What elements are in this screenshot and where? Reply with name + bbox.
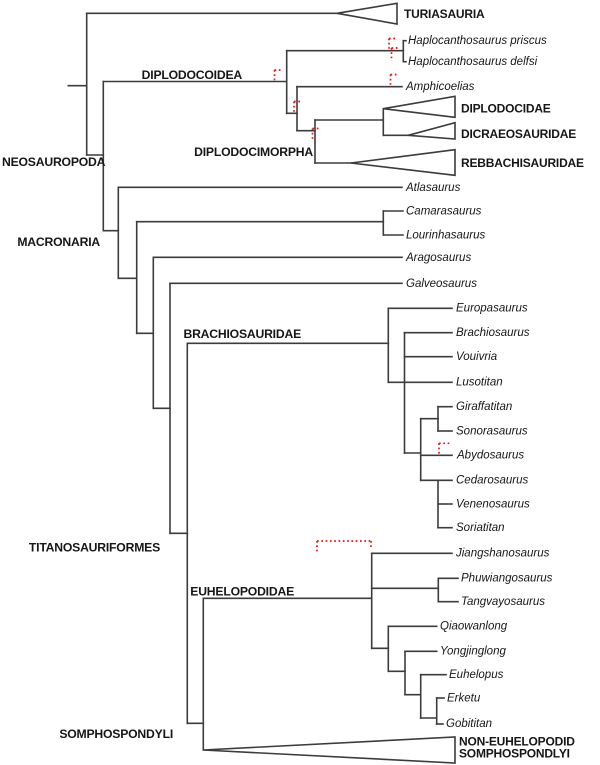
taxon-label-amphicoelias: Amphicoelias xyxy=(405,81,475,93)
taxon-label-turiasauria: TURIASAURIA xyxy=(404,7,485,21)
taxon-label-lourinhasaurus: Lourinhasaurus xyxy=(406,230,486,242)
taxon-label-qiaowanlong: Qiaowanlong xyxy=(440,621,508,633)
taxon-label-haplocanthosaurus-priscus: Haplocanthosaurus priscus xyxy=(408,35,547,47)
taxon-label-cedarosaurus: Cedarosaurus xyxy=(456,475,528,487)
taxon-label-diplodocidae: DIPLODOCIDAE xyxy=(461,102,551,116)
taxon-label-phuwiangosaurus: Phuwiangosaurus xyxy=(461,573,553,585)
collapsed-clade-triangle-non-euhelopodid-somphospondyli xyxy=(203,736,456,764)
taxon-label-abydosaurus: Abydosaurus xyxy=(456,450,524,462)
taxon-label-galveosaurus: Galveosaurus xyxy=(406,278,477,290)
taxon-label-soriatitan: Soriatitan xyxy=(456,522,505,534)
clade-label-somphospondyli: SOMPHOSPONDYLI xyxy=(59,727,173,741)
collapsed-clade-triangle-turiasauria xyxy=(336,2,398,25)
taxon-label-atlasaurus: Atlasaurus xyxy=(405,182,461,194)
taxon-label-yongjinglong: Yongjinglong xyxy=(440,646,506,658)
clade-label-neosauropoda: NEOSAUROPODA xyxy=(2,155,106,169)
taxon-label-haplocanthosaurus-delfsi: Haplocanthosaurus delfsi xyxy=(408,56,538,68)
taxon-label-euhelopus: Euhelopus xyxy=(449,669,504,681)
clade-label-brachiosauridae: BRACHIOSAURIDAE xyxy=(183,327,301,341)
taxon-label-brachiosaurus: Brachiosaurus xyxy=(456,327,530,339)
taxon-label-venenosaurus: Venenosaurus xyxy=(456,499,530,511)
collapsed-clade-triangle-rebbachisauridae xyxy=(350,148,456,177)
collapsed-clade-triangle-diplodocidae xyxy=(383,95,456,119)
taxon-label-gobititan: Gobititan xyxy=(446,718,492,730)
clade-label-titanosauriformes: TITANOSAURIFORMES xyxy=(29,541,160,555)
clade-label-diplodocoidea: DIPLODOCOIDEA xyxy=(142,68,243,82)
taxon-label-erketu: Erketu xyxy=(447,693,481,705)
taxon-label-camarasaurus: Camarasaurus xyxy=(406,206,482,218)
taxon-label-sonorasaurus: Sonorasaurus xyxy=(456,426,528,438)
collapsed-clade-triangle-dicraeosauridae xyxy=(408,121,456,140)
taxon-label-dicraeosauridae: DICRAEOSAURIDAE xyxy=(461,127,576,141)
taxon-label-europasaurus: Europasaurus xyxy=(456,303,528,315)
clade-label-diplodocimorpha: DIPLODOCIMORPHA xyxy=(194,145,313,159)
taxon-label-jiangshanosaurus: Jiangshanosaurus xyxy=(455,548,550,560)
taxon-label-giraffatitan: Giraffatitan xyxy=(456,401,512,413)
taxon-label-aragosaurus: Aragosaurus xyxy=(405,252,471,264)
taxon-label-non-euhelopodid: NON-EUHELOPODID xyxy=(459,735,575,749)
taxon-label-lusotitan: Lusotitan xyxy=(456,377,503,389)
taxon-label-vouivria: Vouivria xyxy=(456,351,497,363)
taxon-label-rebbachisauridae: REBBACHISAURIDAE xyxy=(461,156,584,170)
clade-label-euhelopodidae: EUHELOPODIDAE xyxy=(190,585,294,599)
clade-label-macronaria: MACRONARIA xyxy=(17,235,100,249)
taxon-label-tangvayosaurus: Tangvayosaurus xyxy=(461,596,545,608)
taxon-label-somphospondlyi: SOMPHOSPONDLYI xyxy=(459,747,570,761)
